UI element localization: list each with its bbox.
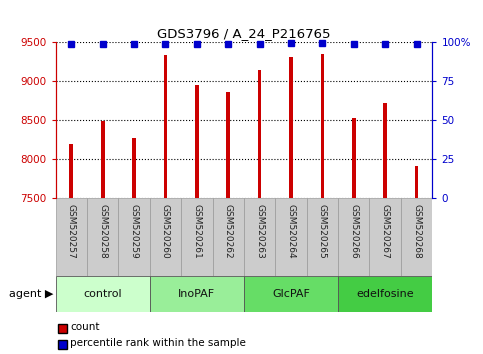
Bar: [56, 198, 87, 276]
Bar: [118, 198, 150, 276]
Bar: [213, 198, 244, 276]
Text: GSM520262: GSM520262: [224, 205, 233, 259]
Bar: [70, 144, 73, 198]
Bar: [132, 138, 136, 198]
Bar: [101, 121, 104, 198]
Text: count: count: [70, 322, 99, 332]
Bar: [164, 55, 167, 198]
Title: GDS3796 / A_24_P216765: GDS3796 / A_24_P216765: [157, 27, 331, 40]
Text: GSM520261: GSM520261: [192, 205, 201, 259]
Text: edelfosine: edelfosine: [356, 289, 414, 299]
Bar: [338, 276, 432, 312]
Bar: [415, 166, 418, 198]
Text: control: control: [84, 289, 122, 299]
Bar: [195, 85, 199, 198]
Text: InoPAF: InoPAF: [178, 289, 215, 299]
Bar: [338, 198, 369, 276]
Text: GSM520263: GSM520263: [255, 205, 264, 259]
Bar: [384, 103, 387, 198]
Bar: [289, 57, 293, 198]
Bar: [401, 198, 432, 276]
Bar: [227, 92, 230, 198]
Bar: [150, 276, 244, 312]
Text: GSM520264: GSM520264: [286, 205, 296, 259]
Bar: [258, 70, 261, 198]
Text: GSM520267: GSM520267: [381, 205, 390, 259]
Text: GSM520259: GSM520259: [129, 205, 139, 259]
Bar: [369, 198, 401, 276]
Bar: [181, 198, 213, 276]
Text: GSM520258: GSM520258: [98, 205, 107, 259]
Bar: [307, 198, 338, 276]
Bar: [275, 198, 307, 276]
Bar: [150, 198, 181, 276]
Text: GSM520260: GSM520260: [161, 205, 170, 259]
Bar: [244, 276, 338, 312]
Bar: [244, 198, 275, 276]
Bar: [87, 198, 118, 276]
Bar: [321, 54, 324, 198]
Text: GSM520266: GSM520266: [349, 205, 358, 259]
Text: GlcPAF: GlcPAF: [272, 289, 310, 299]
Text: agent ▶: agent ▶: [9, 289, 53, 299]
Text: GSM520268: GSM520268: [412, 205, 421, 259]
Bar: [56, 276, 150, 312]
Text: GSM520265: GSM520265: [318, 205, 327, 259]
Text: GSM520257: GSM520257: [67, 205, 76, 259]
Text: percentile rank within the sample: percentile rank within the sample: [70, 338, 246, 348]
Bar: [352, 118, 355, 198]
